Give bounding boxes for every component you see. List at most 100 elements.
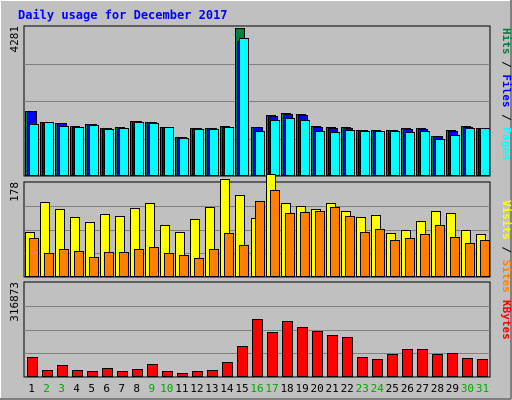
x-tick-label-day-26: 26: [401, 382, 414, 395]
bar-pages-day-18: [285, 118, 295, 176]
bar-pages-day-14: [224, 127, 234, 176]
bar-sites-day-17: [270, 190, 280, 277]
bar-kbytes-day-24: [372, 359, 383, 377]
x-tick-label-day-15: 15: [235, 382, 248, 395]
bar-pages-day-4: [74, 127, 84, 176]
bar-kbytes-day-4: [72, 370, 83, 377]
bar-pages-day-5: [89, 125, 99, 176]
bar-kbytes-day-2: [42, 370, 53, 377]
bar-kbytes-day-12: [192, 371, 203, 377]
bar-sites-day-28: [435, 225, 445, 277]
bar-kbytes-day-10: [162, 371, 173, 377]
bar-kbytes-day-29: [447, 353, 458, 377]
bar-sites-day-16: [255, 201, 265, 277]
x-tick-label-day-1: 1: [28, 382, 35, 395]
bar-pages-day-19: [300, 120, 310, 176]
legend-files: Files: [500, 74, 512, 107]
bar-pages-day-27: [420, 131, 430, 176]
x-tick-label-day-22: 22: [341, 382, 354, 395]
bar-pages-day-26: [405, 132, 415, 176]
bar-sites-day-18: [285, 213, 295, 277]
x-tick-label-day-23: 23: [356, 382, 369, 395]
bar-sites-day-27: [420, 234, 430, 277]
bar-pages-day-10: [164, 127, 174, 176]
legend-visits: Visits: [500, 200, 512, 240]
ymax-label-visits-sites: 178: [8, 182, 21, 202]
bar-kbytes-day-7: [117, 371, 128, 377]
bar-kbytes-day-14: [222, 362, 233, 377]
x-tick-label-day-4: 4: [73, 382, 80, 395]
bar-sites-day-31: [480, 240, 490, 277]
bar-pages-day-9: [149, 123, 159, 176]
legend-kbytes: KBytes: [500, 300, 512, 340]
legend-sites: Sites: [500, 260, 512, 293]
bar-sites-day-23: [360, 232, 370, 277]
legend-hits-files-pages: Hits / Files / Pages: [500, 28, 512, 161]
bar-sites-day-12: [194, 258, 204, 277]
bar-sites-day-14: [224, 233, 234, 277]
x-tick-label-day-21: 21: [326, 382, 339, 395]
x-tick-label-day-24: 24: [371, 382, 385, 395]
bar-kbytes-day-25: [387, 354, 398, 377]
bar-kbytes-day-26: [402, 349, 413, 377]
bar-kbytes-day-20: [312, 331, 323, 377]
bar-kbytes-day-21: [327, 335, 338, 377]
bar-sites-day-20: [315, 211, 325, 277]
bar-kbytes-day-28: [432, 354, 443, 377]
bar-sites-day-7: [119, 252, 129, 277]
legend-pages: Pages: [500, 127, 512, 160]
chart-title: Daily usage for December 2017: [18, 8, 228, 22]
x-tick-label-day-25: 25: [386, 382, 399, 395]
bar-pages-day-29: [450, 135, 460, 176]
x-tick-label-day-10: 10: [160, 382, 173, 395]
bar-kbytes-day-17: [267, 332, 278, 377]
x-tick-label-day-16: 16: [250, 382, 263, 395]
bar-pages-day-25: [390, 131, 400, 176]
bar-kbytes-day-30: [462, 358, 473, 377]
bar-pages-day-28: [435, 139, 445, 176]
x-tick-label-day-27: 27: [416, 382, 429, 395]
legend-visits-sites: Visits / Sites: [500, 200, 512, 293]
legend-kbytes: KBytes: [500, 300, 512, 340]
legend-hits: Hits: [500, 28, 512, 55]
bar-kbytes-day-8: [132, 369, 143, 377]
bar-sites-day-22: [345, 216, 355, 277]
bar-kbytes-day-27: [417, 349, 428, 377]
x-tick-label-day-9: 9: [148, 382, 155, 395]
bar-sites-day-10: [164, 253, 174, 277]
x-tick-label-day-11: 11: [175, 382, 188, 395]
bar-kbytes-day-19: [297, 327, 308, 377]
bar-kbytes-day-9: [147, 364, 158, 377]
bar-kbytes-day-1: [27, 357, 38, 377]
bar-kbytes-day-15: [237, 346, 248, 377]
bar-kbytes-day-3: [57, 365, 68, 377]
bar-pages-day-31: [480, 128, 490, 176]
x-tick-label-day-14: 14: [220, 382, 234, 395]
bar-kbytes-day-5: [87, 371, 98, 377]
bar-sites-day-6: [104, 252, 114, 277]
bar-pages-day-2: [44, 122, 54, 176]
bar-pages-day-13: [209, 129, 219, 176]
x-tick-label-day-31: 31: [476, 382, 489, 395]
x-tick-label-day-12: 12: [190, 382, 203, 395]
bar-pages-day-15: [239, 38, 249, 176]
bar-pages-day-11: [179, 138, 189, 176]
bar-pages-day-1: [29, 124, 39, 176]
bar-sites-day-19: [300, 212, 310, 277]
bar-sites-day-3: [59, 249, 69, 277]
x-tick-label-day-29: 29: [446, 382, 459, 395]
bar-sites-day-5: [89, 257, 99, 277]
bar-sites-day-4: [74, 251, 84, 277]
x-tick-label-day-30: 30: [461, 382, 474, 395]
bar-kbytes-day-16: [252, 319, 263, 377]
bar-pages-day-12: [194, 129, 204, 176]
bar-pages-day-7: [119, 128, 129, 176]
bar-kbytes-day-22: [342, 337, 353, 377]
bar-sites-day-1: [29, 238, 39, 277]
x-tick-label-day-7: 7: [118, 382, 125, 395]
ymax-label-hits-files-pages: 4281: [8, 26, 21, 53]
bar-kbytes-day-23: [357, 357, 368, 377]
bar-pages-day-3: [59, 126, 69, 176]
bar-sites-day-9: [149, 247, 159, 277]
